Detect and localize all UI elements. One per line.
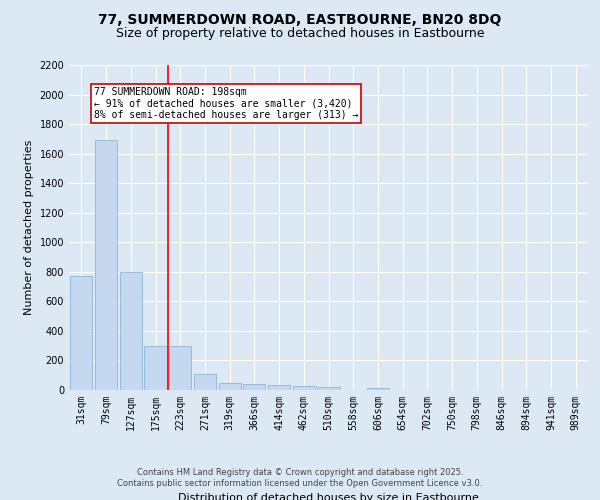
Text: 77, SUMMERDOWN ROAD, EASTBOURNE, BN20 8DQ: 77, SUMMERDOWN ROAD, EASTBOURNE, BN20 8D… [98,12,502,26]
Bar [367,388,389,390]
Bar [95,140,117,390]
Bar [293,386,315,390]
Bar [169,346,191,390]
Bar [317,387,340,390]
Y-axis label: Number of detached properties: Number of detached properties [24,140,34,315]
Bar [268,385,290,390]
Bar [119,272,142,390]
X-axis label: Distribution of detached houses by size in Eastbourne: Distribution of detached houses by size … [178,492,479,500]
Text: 77 SUMMERDOWN ROAD: 198sqm
← 91% of detached houses are smaller (3,420)
8% of se: 77 SUMMERDOWN ROAD: 198sqm ← 91% of deta… [94,87,358,120]
Text: Size of property relative to detached houses in Eastbourne: Size of property relative to detached ho… [116,28,484,40]
Bar [70,276,92,390]
Bar [243,384,265,390]
Bar [218,384,241,390]
Text: Contains HM Land Registry data © Crown copyright and database right 2025.
Contai: Contains HM Land Registry data © Crown c… [118,468,482,487]
Bar [194,374,216,390]
Bar [145,346,167,390]
